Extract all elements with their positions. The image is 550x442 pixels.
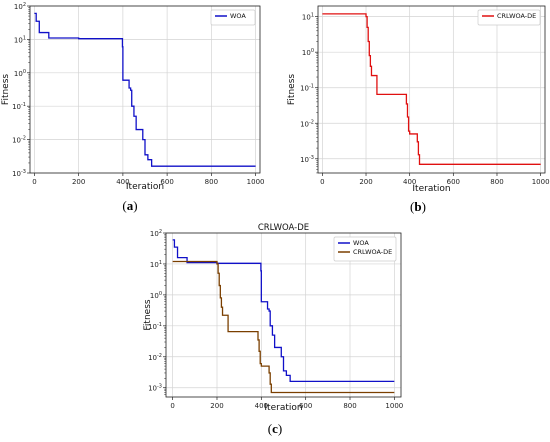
series-line-crlwoa-de [322, 13, 541, 165]
y-tick-label: 102 [14, 2, 26, 11]
x-tick-label: 1000 [532, 178, 550, 186]
y-tick-label: 10-2 [148, 353, 162, 362]
x-tick-label: 400 [255, 402, 268, 410]
y-tick-label: 10-3 [148, 384, 162, 393]
y-tick-label: 10-1 [300, 84, 314, 93]
y-tick-label: 100 [14, 69, 26, 78]
y-tick-label: 101 [14, 35, 26, 44]
axes-frame [165, 232, 402, 398]
x-tick-label: 1000 [247, 178, 265, 186]
axes-frame [29, 5, 261, 174]
y-tick-label: 102 [150, 229, 162, 238]
series-line-woa [34, 12, 256, 167]
y-tick-label: 10-2 [12, 136, 26, 145]
x-tick-label: 600 [299, 402, 312, 410]
y-tick-label: 10-3 [12, 169, 26, 178]
x-axis-label: Iteration [412, 184, 450, 194]
y-tick-label: 101 [150, 260, 162, 269]
y-tick-label: 10-1 [148, 322, 162, 331]
panel-caption: (a) [122, 198, 137, 213]
x-tick-label: 0 [320, 178, 324, 186]
y-tick-label: 101 [302, 13, 314, 22]
chart-panel-a: 0 200 400 600 800 1000 102 101 100 10-1 10-2 10-3 WO… [1, 2, 264, 213]
y-tick-label: 10-3 [300, 155, 314, 164]
x-tick-label: 1000 [385, 402, 403, 410]
legend-label: CRLWOA-DE [497, 12, 536, 20]
series-line-woa [172, 239, 395, 383]
x-tick-label: 0 [170, 402, 174, 410]
x-tick-label: 0 [32, 178, 36, 186]
chart-panel-c: 0 200 400 600 800 1000 102 101 100 10-1 10-2 10-3 WO… [143, 223, 403, 436]
legend-label: WOA [353, 239, 369, 247]
x-tick-label: 200 [210, 402, 223, 410]
x-axis-label: Iteration [264, 403, 302, 413]
y-axis-label: Fitness [143, 299, 153, 330]
y-tick-label: 100 [302, 48, 314, 57]
x-tick-label: 400 [403, 178, 416, 186]
y-tick-label: 100 [150, 291, 162, 300]
series-line-crlwoa-de [172, 260, 395, 394]
chart-title: CRLWOA-DE [258, 223, 309, 233]
x-tick-label: 400 [116, 178, 129, 186]
x-axis-label: Iteration [126, 182, 164, 192]
legend-box [477, 9, 541, 26]
axes-frame [317, 5, 546, 174]
x-tick-label: 600 [447, 178, 460, 186]
legend-label: CRLWOA-DE [353, 248, 392, 256]
legend-box [210, 9, 256, 26]
y-tick-label: 10-2 [300, 119, 314, 128]
x-tick-label: 800 [490, 178, 503, 186]
x-tick-label: 600 [160, 178, 173, 186]
y-tick-label: 10-1 [12, 102, 26, 111]
chart-panel-b: 0 200 400 600 800 1000 101 100 10-1 10-2 10-3 CRLWO… [287, 5, 550, 214]
x-tick-label: 200 [72, 178, 85, 186]
panel-caption: (b) [410, 199, 426, 214]
legend-label: WOA [230, 12, 246, 20]
y-axis-label: Fitness [287, 74, 297, 105]
x-tick-label: 800 [343, 402, 356, 410]
panel-caption: (c) [268, 421, 282, 436]
x-tick-label: 800 [205, 178, 218, 186]
x-tick-label: 200 [359, 178, 372, 186]
plot-area [318, 6, 545, 173]
y-axis-label: Fitness [1, 74, 11, 105]
